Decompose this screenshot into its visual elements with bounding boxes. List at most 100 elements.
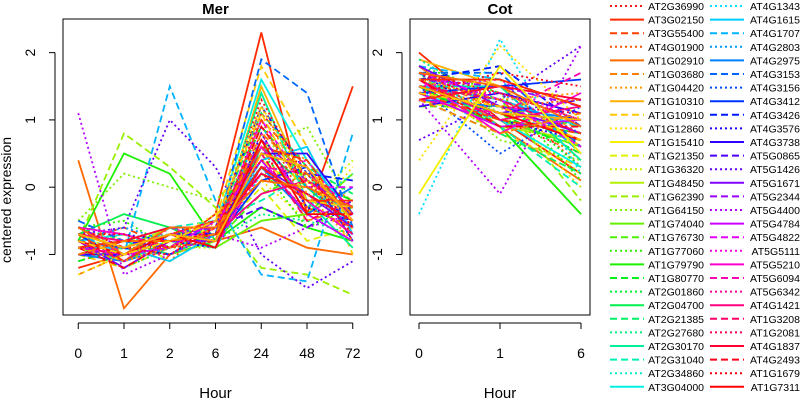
legend-item: AT1G7311 [710,382,800,394]
legend-item: AT4G1421 [710,300,800,312]
legend-item: AT1G74040 [610,219,704,231]
legend-item: AT4G1837 [710,341,800,353]
series-line-at2g36990 [418,71,582,121]
legend-item: AT4G3156 [710,83,800,95]
legend-item: AT5G5210 [710,259,800,271]
legend-label: AT4G3412 [750,96,800,108]
legend-item: AT1G12860 [610,123,704,135]
y-tick-label: 1 [22,116,38,124]
series-line-at1g10310 [418,85,582,121]
legend-label: AT1G7311 [751,382,800,394]
legend-label: AT2G30170 [648,341,704,353]
legend-label: AT3G55400 [648,28,704,40]
legend-label: AT2G04700 [648,300,704,312]
legend-label: AT2G21385 [648,314,704,326]
legend-item: AT1G21350 [610,151,704,163]
legend-item: AT3G04000 [610,382,704,394]
legend-item: AT4G1343 [710,1,800,13]
legend-item: AT1G2081 [710,327,800,339]
legend-label: AT4G2493 [750,355,800,367]
legend-label: AT5G5210 [750,259,800,271]
y-tick-label: -1 [369,248,385,261]
legend-label: AT3G04000 [648,382,704,394]
legend-label: AT4G2975 [750,55,800,67]
series-line-at1g10310 [78,152,354,249]
legend-label: AT5G1426 [750,164,800,176]
legend-label: AT4G01900 [648,42,704,54]
series-line-at1g15410 [418,64,582,195]
legend-item: AT5G4822 [710,232,800,244]
y-axis: -1 0 1 2 [22,49,56,261]
legend-label: AT5G5111 [752,246,800,258]
legend-label: AT1G80770 [648,273,704,285]
series-line-at2g21385 [418,98,582,175]
x-tick-label: 1 [496,345,504,361]
legend-item: AT1G79790 [610,259,704,271]
legend: AT2G36990AT3G02150AT3G55400AT4G01900AT1G… [610,1,800,394]
legend-item: AT2G27680 [610,327,704,339]
series-line-at1g3208 [77,151,354,263]
y-tick-label: 2 [22,49,38,57]
legend-label: AT1G79790 [648,259,704,271]
x-axis: 0 1 2 6 24 48 72 Hour [74,322,361,402]
plot-frame [409,18,591,316]
legend-item: AT1G04420 [610,83,704,95]
legend-item: AT1G77060 [610,246,704,258]
y-axis-label: centered expression [0,137,14,263]
legend-label: AT1G02910 [648,55,704,67]
legend-label: AT1G04420 [648,83,704,95]
legend-label: AT2G36990 [648,1,704,13]
legend-label: AT5G4822 [750,232,800,244]
panel-cot: Cot 0 1 6 Hour -1 0 1 2 [369,1,591,402]
panel-title: Mer [202,1,229,18]
x-tick-label: 6 [577,345,585,361]
x-tick-label: 48 [299,345,315,361]
legend-item: AT1G10910 [610,110,704,122]
legend-item: AT2G31040 [610,355,704,367]
legend-label: AT2G01860 [648,287,704,299]
x-axis-label: Hour [199,385,232,400]
legend-item: AT5G4784 [710,219,800,231]
series-line-at1g12860 [418,44,582,161]
legend-item: AT4G01900 [610,42,704,54]
legend-item: AT5G4400 [710,205,800,217]
legend-item: AT5G6342 [710,287,800,299]
legend-item: AT4G3576 [710,123,800,135]
legend-item: AT4G3738 [710,137,800,149]
series-line-at4g3576 [418,72,582,141]
y-tick-label: 0 [22,183,38,191]
legend-label: AT1G03680 [648,69,704,81]
legend-label: AT1G76730 [648,232,704,244]
legend-item: AT1G02910 [610,55,704,67]
x-tick-label: 0 [74,345,82,361]
legend-label: AT1G10310 [648,96,704,108]
x-tick-label: 0 [415,345,423,361]
legend-item: AT1G48450 [610,178,704,190]
plot-frame [62,18,369,316]
legend-label: AT4G1707 [750,28,800,40]
legend-label: AT1G64150 [648,205,704,217]
legend-item: AT2G36990 [610,1,704,13]
legend-item: AT2G04700 [610,300,704,312]
legend-label: AT2G34860 [648,368,704,380]
legend-item: AT4G2975 [710,55,800,67]
legend-item: AT1G3208 [710,314,800,326]
legend-item: AT3G02150 [610,15,704,27]
legend-item: AT4G1615 [710,15,800,27]
series-line-at1g04420 [78,104,354,263]
series-line-at1g3208 [418,85,582,135]
legend-label: AT1G77060 [648,246,704,258]
series-line-at5g4400 [77,112,354,276]
legend-label: AT2G27680 [648,327,704,339]
legend-label: AT4G3738 [750,137,800,149]
legend-label: AT5G4400 [750,205,800,217]
legend-label: AT4G1421 [750,300,800,312]
x-tick-label: 6 [212,345,220,361]
legend-item: AT2G01860 [610,287,704,299]
x-axis-label: Hour [484,385,517,400]
series-line-at3g55400 [77,145,354,263]
legend-label: AT4G1615 [750,15,800,27]
legend-item: AT5G1671 [710,178,800,190]
